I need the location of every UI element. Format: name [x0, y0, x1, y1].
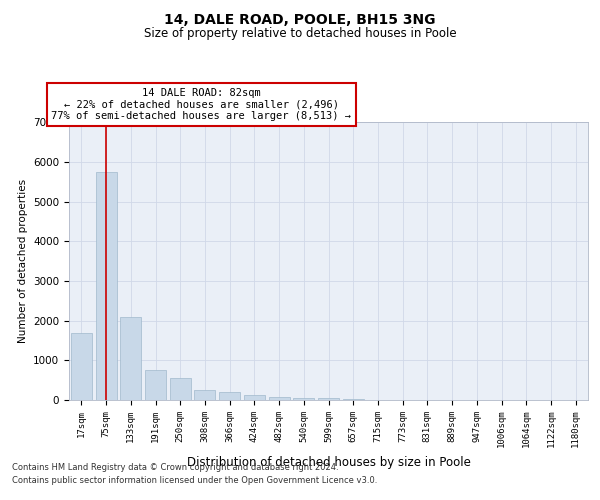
Bar [71, 332, 92, 400]
Bar [194, 390, 215, 400]
Bar [219, 392, 240, 400]
Bar [120, 317, 141, 400]
Text: Contains HM Land Registry data © Crown copyright and database right 2024.: Contains HM Land Registry data © Crown c… [12, 462, 338, 471]
Text: 14, DALE ROAD, POOLE, BH15 3NG: 14, DALE ROAD, POOLE, BH15 3NG [164, 12, 436, 26]
Text: Contains public sector information licensed under the Open Government Licence v3: Contains public sector information licen… [12, 476, 377, 485]
Bar [293, 398, 314, 400]
Bar [95, 172, 116, 400]
Bar [145, 370, 166, 400]
Bar [269, 397, 290, 400]
Bar [244, 395, 265, 400]
Bar [170, 378, 191, 400]
Text: Size of property relative to detached houses in Poole: Size of property relative to detached ho… [143, 28, 457, 40]
Text: 14 DALE ROAD: 82sqm
← 22% of detached houses are smaller (2,496)
77% of semi-det: 14 DALE ROAD: 82sqm ← 22% of detached ho… [52, 88, 352, 121]
Y-axis label: Number of detached properties: Number of detached properties [17, 179, 28, 344]
Bar [318, 398, 339, 400]
X-axis label: Distribution of detached houses by size in Poole: Distribution of detached houses by size … [187, 456, 470, 468]
